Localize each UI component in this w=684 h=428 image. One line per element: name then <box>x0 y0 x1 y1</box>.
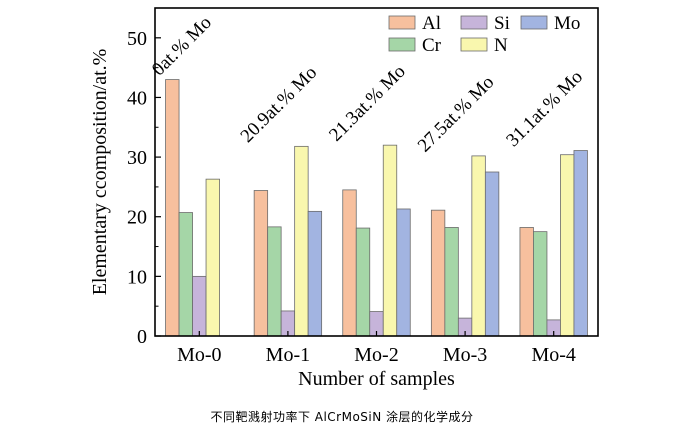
bar-cr-mo-3 <box>444 227 459 337</box>
x-tick-label: Mo-2 <box>354 344 398 366</box>
annotation-mo-2: 21.3at.% Mo <box>325 61 410 146</box>
bar-cr-mo-0 <box>178 212 193 337</box>
legend-label-al: Al <box>422 13 441 34</box>
y-tick-label: 20 <box>127 207 147 229</box>
legend-label-mo: Mo <box>554 13 580 34</box>
bar-mo-mo-4 <box>573 150 588 337</box>
bar-n-mo-1 <box>294 145 309 337</box>
y-tick-label: 30 <box>127 147 147 169</box>
legend-swatch-mo <box>520 15 548 30</box>
bar-cr-mo-4 <box>533 231 548 337</box>
legend: Al Si Mo Cr N <box>388 13 580 56</box>
bar-mo-mo-3 <box>484 171 500 337</box>
x-tick-label: Mo-0 <box>177 344 221 366</box>
x-axis-label: Number of samples <box>298 368 455 390</box>
bar-n-mo-4 <box>560 154 575 337</box>
x-tick-label: Mo-1 <box>266 344 310 366</box>
bar-n-mo-0 <box>205 178 220 337</box>
bars-layer <box>165 79 588 337</box>
x-tick-label: Mo-3 <box>443 344 487 366</box>
figure-caption: 不同靶溅射功率下 AlCrMoSiN 涂层的化学成分 <box>210 410 474 424</box>
bar-al-mo-2 <box>342 189 357 337</box>
legend-label-cr: Cr <box>422 35 442 56</box>
annotation-mo-4: 31.1at.% Mo <box>502 66 587 151</box>
bar-cr-mo-2 <box>355 227 371 337</box>
annotation-mo-0: 0at.% Mo <box>148 12 216 80</box>
bar-mo-mo-1 <box>307 210 323 337</box>
bar-mo-mo-2 <box>396 208 411 337</box>
bar-n-mo-2 <box>382 144 398 337</box>
annotation-mo-1: 20.9at.% Mo <box>237 62 322 147</box>
bar-cr-mo-1 <box>267 226 282 337</box>
bar-si-mo-0 <box>192 275 207 337</box>
bar-al-mo-4 <box>519 227 534 337</box>
x-tick-label: Mo-4 <box>531 344 575 366</box>
legend-swatch-cr <box>388 37 416 52</box>
annotations-layer: 0at.% Mo 20.9at.% Mo 21.3at.% Mo 27.5at.% M… <box>148 12 587 156</box>
axes-layer: 0 10 20 30 40 50 Mo-0 Mo-1 Mo-2 Mo-3 Mo-4 <box>127 7 599 366</box>
bar-al-mo-3 <box>430 209 446 337</box>
chart: 0at.% Mo 20.9at.% Mo 21.3at.% Mo 27.5at.% M… <box>89 7 599 390</box>
legend-swatch-al <box>388 15 416 30</box>
legend-swatch-n <box>460 37 488 52</box>
bar-al-mo-1 <box>253 190 269 337</box>
bar-n-mo-3 <box>471 155 486 337</box>
legend-label-si: Si <box>494 13 510 34</box>
y-tick-label: 10 <box>127 266 147 288</box>
legend-label-n: N <box>494 35 508 56</box>
legend-swatch-si <box>460 15 488 30</box>
y-tick-label: 50 <box>127 28 147 50</box>
y-axis-label: Elementary ccomposition/at.% <box>89 49 111 296</box>
y-tick-label: 40 <box>127 87 147 109</box>
y-tick-label: 0 <box>137 326 147 348</box>
annotation-mo-3: 27.5at.% Mo <box>414 72 499 157</box>
bar-al-mo-0 <box>165 79 180 337</box>
